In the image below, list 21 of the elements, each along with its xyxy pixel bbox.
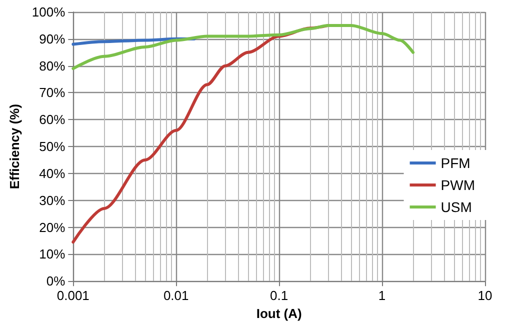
y-axis-title: Efficiency (%)	[7, 104, 22, 190]
y-tick-label: 50%	[39, 139, 66, 154]
y-tick-label: 30%	[39, 192, 66, 208]
y-tick-label: 20%	[39, 220, 66, 235]
x-tick-label: 10	[478, 288, 492, 304]
legend-label: PWM	[440, 177, 476, 193]
y-tick-label: 70%	[39, 85, 66, 100]
y-tick-label: 90%	[39, 31, 66, 46]
y-tick-label: 0%	[46, 274, 66, 289]
x-axis-title: Iout (A)	[256, 306, 302, 321]
y-tick-label: 80%	[39, 58, 66, 74]
x-tick-label: 0.1	[270, 288, 288, 304]
y-tick-label: 10%	[39, 246, 66, 262]
y-tick-label: 100%	[32, 4, 66, 20]
legend-label: USM	[440, 199, 472, 215]
y-tick-label: 40%	[39, 166, 66, 181]
x-tick-label: 1	[378, 288, 386, 304]
legend-label: PFM	[440, 155, 470, 171]
x-tick-label: 0.001	[56, 288, 90, 304]
y-tick-label: 60%	[39, 112, 66, 128]
x-tick-label: 0.01	[163, 288, 189, 304]
